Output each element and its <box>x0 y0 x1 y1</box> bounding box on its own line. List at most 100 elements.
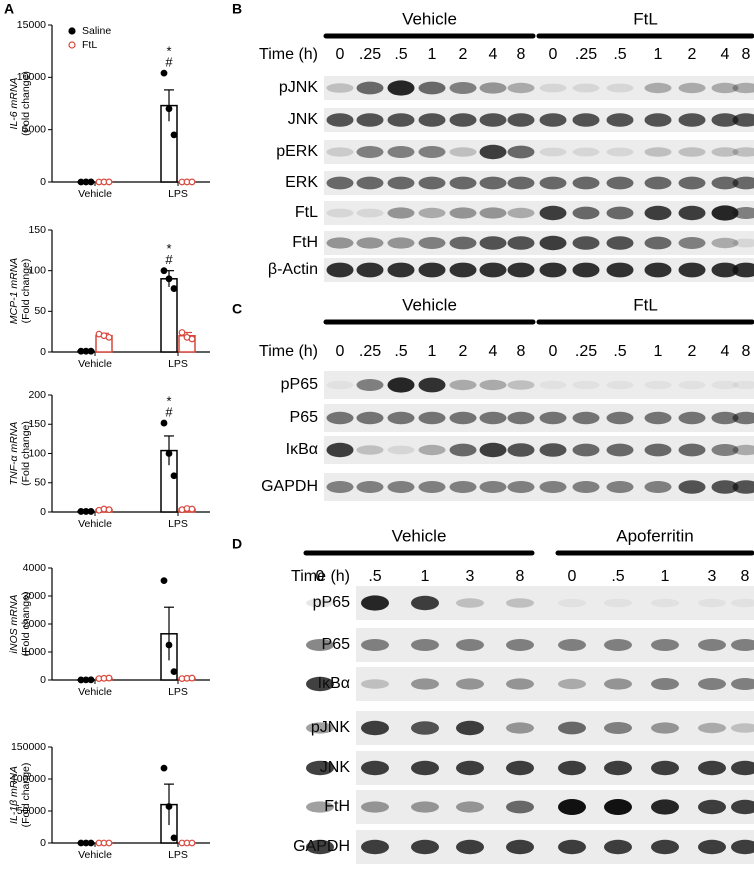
band <box>387 445 415 455</box>
data-point <box>87 839 95 847</box>
band <box>361 679 389 689</box>
band <box>644 236 672 250</box>
band <box>651 760 679 776</box>
y-tick-label: 1000 <box>23 646 47 658</box>
band <box>731 678 754 690</box>
row-label: GAPDH <box>261 478 318 495</box>
group-label: FtL <box>633 9 658 28</box>
band <box>356 208 384 218</box>
data-point <box>87 508 95 515</box>
band <box>732 411 754 425</box>
band <box>698 639 726 651</box>
band <box>678 147 706 157</box>
band <box>506 839 534 855</box>
band <box>539 411 567 425</box>
band <box>356 262 384 278</box>
band <box>418 262 446 278</box>
data-point <box>188 674 196 682</box>
band <box>507 145 535 159</box>
band <box>356 113 384 127</box>
time-point: 8 <box>516 568 525 585</box>
band <box>678 237 706 249</box>
band <box>356 176 384 190</box>
data-point <box>160 419 168 427</box>
band <box>678 411 706 425</box>
data-point <box>160 69 168 77</box>
time-point: 1 <box>421 568 430 585</box>
band <box>678 82 706 94</box>
band <box>604 839 632 855</box>
data-point <box>105 333 113 341</box>
band <box>711 262 739 278</box>
row-label: pERK <box>276 143 318 160</box>
time-point: 1 <box>428 46 437 63</box>
x-tick-label: LPS <box>168 686 188 698</box>
y-axis-label: (Fold change) <box>20 763 32 828</box>
group-label: FtL <box>633 295 658 314</box>
band <box>606 443 634 457</box>
time-point: 0 <box>549 46 558 63</box>
time-point: 3 <box>466 568 475 585</box>
band <box>678 480 706 494</box>
time-point: 1 <box>654 343 663 360</box>
y-tick-label: 0 <box>40 674 46 686</box>
band <box>306 839 334 855</box>
band <box>479 262 507 278</box>
band <box>711 82 739 94</box>
y-tick-label: 5000 <box>23 123 47 135</box>
band <box>479 481 507 493</box>
band <box>361 760 389 776</box>
band <box>387 377 415 393</box>
band <box>411 721 439 735</box>
band <box>732 113 754 127</box>
band <box>731 799 754 815</box>
time-point: .5 <box>613 343 626 360</box>
band <box>411 760 439 776</box>
band <box>558 639 586 651</box>
band <box>418 113 446 127</box>
band <box>326 176 354 190</box>
band <box>506 639 534 651</box>
band <box>449 147 477 157</box>
band <box>732 207 754 219</box>
band <box>506 800 534 814</box>
data-point <box>188 178 196 186</box>
band <box>479 379 507 391</box>
band <box>539 83 567 93</box>
band <box>644 82 672 94</box>
y-tick-label: 100 <box>28 447 46 459</box>
band <box>678 443 706 457</box>
band <box>479 113 507 127</box>
band <box>418 237 446 249</box>
annotation: # <box>165 252 173 267</box>
band <box>698 760 726 776</box>
band <box>456 839 484 855</box>
band <box>479 442 507 458</box>
band <box>387 146 415 158</box>
y-axis-label: iNOS mRNA <box>8 595 20 654</box>
band <box>644 113 672 127</box>
band <box>606 113 634 127</box>
x-tick-label: LPS <box>168 518 188 530</box>
row-label: pP65 <box>313 594 350 611</box>
time-point: .25 <box>575 46 597 63</box>
band <box>698 839 726 855</box>
band <box>449 207 477 219</box>
band <box>539 380 567 390</box>
time-point: .5 <box>611 568 624 585</box>
band <box>456 678 484 690</box>
band <box>449 411 477 425</box>
band <box>606 206 634 220</box>
time-point: .5 <box>613 46 626 63</box>
band <box>479 82 507 94</box>
annotation: * <box>166 241 171 256</box>
blot-strip <box>356 667 754 701</box>
time-point: 4 <box>721 343 730 360</box>
y-tick-label: 150000 <box>11 741 46 753</box>
y-tick-label: 50 <box>34 305 46 317</box>
band <box>418 146 446 158</box>
data-point <box>165 450 173 457</box>
x-tick-label: LPS <box>168 358 188 370</box>
band <box>572 443 600 457</box>
